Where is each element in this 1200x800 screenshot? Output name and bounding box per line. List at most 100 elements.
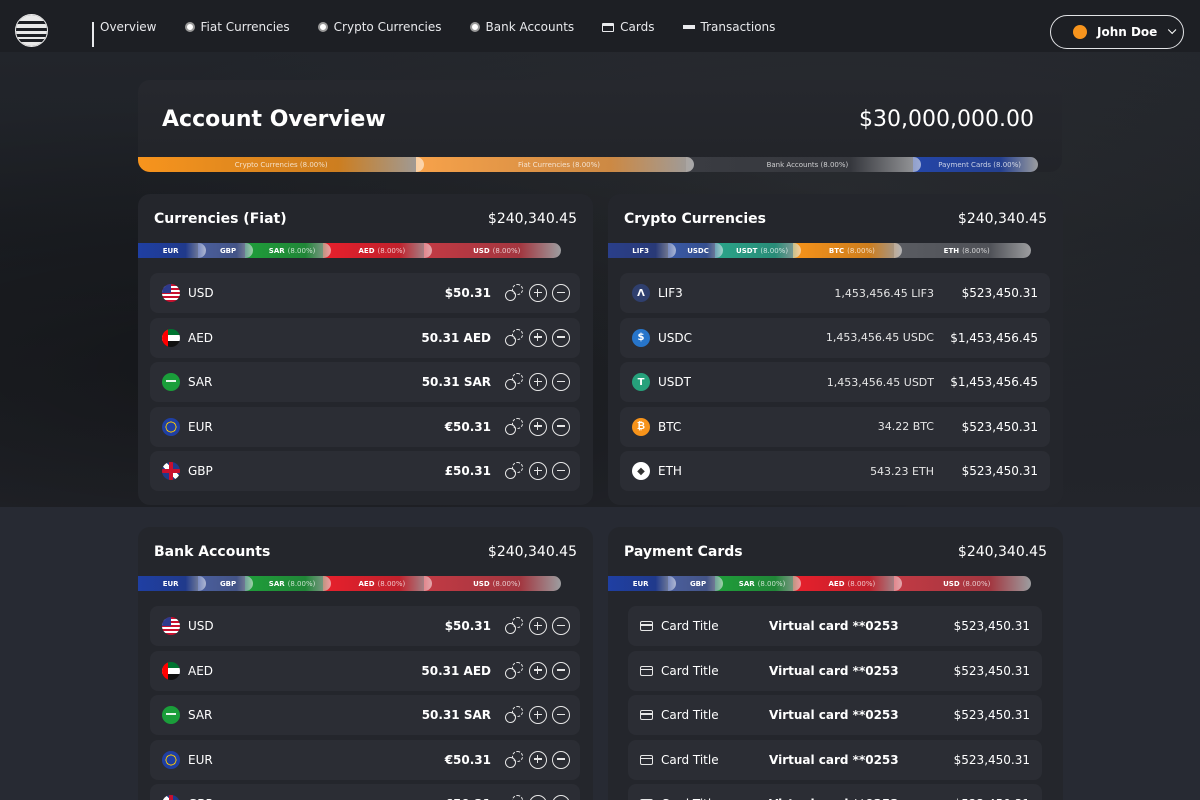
add-circle-icon[interactable] xyxy=(529,328,547,347)
exchange-icon[interactable] xyxy=(505,284,524,302)
add-circle-icon[interactable] xyxy=(529,462,547,480)
remove-circle-icon[interactable] xyxy=(552,795,570,800)
currency-row[interactable]: GBP £50.31 xyxy=(150,784,580,800)
currency-row[interactable]: USD $50.31 xyxy=(150,606,580,646)
currency-row[interactable]: USD $50.31 xyxy=(150,273,580,313)
segment-code: USDC xyxy=(687,246,709,255)
nav-fiat-currencies[interactable]: Fiat Currencies xyxy=(184,20,290,34)
nav-transactions[interactable]: Transactions xyxy=(682,20,775,34)
currency-row[interactable]: EUR €50.31 xyxy=(150,739,580,780)
row-actions xyxy=(505,284,570,302)
add-circle-icon[interactable] xyxy=(529,795,547,800)
currency-row[interactable]: SAR 50.31 SAR xyxy=(150,695,580,735)
list-icon xyxy=(682,24,695,30)
currency-code: SAR xyxy=(188,708,213,722)
row-actions xyxy=(505,328,570,347)
currency-row[interactable]: EUR €50.31 xyxy=(150,406,580,447)
currency-row[interactable]: AED 50.31 AED xyxy=(150,650,580,691)
gb-flag-icon xyxy=(162,795,180,800)
allocation-segment: USD (8.00%) xyxy=(424,576,561,591)
add-circle-icon[interactable] xyxy=(529,617,547,635)
exchange-icon[interactable] xyxy=(505,617,524,635)
crypto-row[interactable]: T USDT 1,453,456.45 USDT $1,453,456.45 xyxy=(620,362,1050,402)
card-title: Card Title xyxy=(661,619,719,633)
add-circle-icon[interactable] xyxy=(529,417,547,436)
segment-percent: (8.00%) xyxy=(287,579,316,588)
remove-circle-icon[interactable] xyxy=(552,661,570,680)
currency-code: AED xyxy=(188,663,214,678)
exchange-icon[interactable] xyxy=(505,462,524,480)
exchange-icon[interactable] xyxy=(505,661,524,680)
currency-amount: $50.31 xyxy=(444,619,491,633)
crypto-row[interactable]: ◆ ETH 543.23 ETH $523,450.31 xyxy=(620,451,1050,491)
allocation-segment: BTC (8.00%) xyxy=(793,243,903,258)
allocation-segment: EUR xyxy=(138,576,207,591)
remove-circle-icon[interactable] xyxy=(552,417,570,436)
remove-circle-icon[interactable] xyxy=(552,706,570,724)
logo[interactable] xyxy=(15,14,48,47)
crypto-row[interactable]: $ USDC 1,453,456.45 USDC $1,453,456.45 xyxy=(620,317,1050,358)
currency-amount: 50.31 SAR xyxy=(421,375,491,389)
add-circle-icon[interactable] xyxy=(529,284,547,302)
card-title: Card Title xyxy=(661,708,719,722)
crypto-value: $1,453,456.45 xyxy=(950,375,1038,389)
segment-code: EUR xyxy=(632,579,649,588)
bar-chart-icon xyxy=(92,21,94,47)
exchange-icon[interactable] xyxy=(505,795,524,800)
segment-code: SAR xyxy=(268,246,285,255)
panel-title: Bank Accounts xyxy=(154,544,271,560)
currency-code: GBP xyxy=(188,797,308,800)
remove-circle-icon[interactable] xyxy=(552,373,570,391)
segment-percent: (8.00%) xyxy=(287,246,316,255)
segment-percent: (8.00%) xyxy=(847,246,875,255)
allocation-segment: Payment Cards (8.00%) xyxy=(913,157,1038,172)
segment-label: Crypto Currencies (8.00%) xyxy=(234,160,328,169)
add-circle-icon[interactable] xyxy=(529,706,547,724)
nav-crypto-currencies[interactable]: Crypto Currencies xyxy=(317,20,442,34)
exchange-icon[interactable] xyxy=(505,328,524,347)
allocation-segment: USDC xyxy=(668,243,723,258)
crypto-row[interactable]: Λ LIF3 1,453,456.45 LIF3 $523,450.31 xyxy=(620,273,1050,313)
currency-code: AED xyxy=(188,330,214,345)
currency-row[interactable]: SAR 50.31 SAR xyxy=(150,362,580,402)
us-flag-icon xyxy=(162,284,180,302)
crypto-allocation-bar: LIF3 USDC USDT (8.00%) BTC (8.00%) ETH (8.00%) xyxy=(608,243,1063,258)
lif3-icon: Λ xyxy=(632,284,650,302)
nav-cards[interactable]: Cards xyxy=(602,20,655,34)
panel-total: $240,340.45 xyxy=(487,544,577,560)
card-number: Virtual card **0253 xyxy=(769,708,899,722)
exchange-icon[interactable] xyxy=(505,417,524,436)
nav-label: Fiat Currencies xyxy=(200,20,290,34)
exchange-icon[interactable] xyxy=(505,373,524,391)
currency-code: EUR xyxy=(188,752,213,767)
allocation-segment: AED (8.00%) xyxy=(323,576,433,591)
nav-bank-accounts[interactable]: Bank Accounts xyxy=(469,20,574,34)
exchange-icon[interactable] xyxy=(505,706,524,724)
remove-circle-icon[interactable] xyxy=(552,284,570,302)
user-menu-button[interactable]: John Doe xyxy=(1050,15,1184,49)
add-circle-icon[interactable] xyxy=(529,750,547,769)
remove-circle-icon[interactable] xyxy=(552,328,570,347)
nav-overview[interactable]: Overview xyxy=(92,20,157,47)
remove-circle-icon[interactable] xyxy=(552,617,570,635)
crypto-row[interactable]: ₿ BTC 34.22 BTC $523,450.31 xyxy=(620,406,1050,447)
allocation-segment: USD (8.00%) xyxy=(894,576,1031,591)
exchange-icon[interactable] xyxy=(505,750,524,769)
segment-code: USD xyxy=(473,246,490,255)
page-title: Account Overview xyxy=(162,107,386,132)
currency-row[interactable]: AED 50.31 AED xyxy=(150,317,580,358)
account-overview-panel: Account Overview $30,000,000.00 Crypto C… xyxy=(138,80,1062,172)
remove-circle-icon[interactable] xyxy=(552,750,570,769)
segment-code: AED xyxy=(358,246,375,255)
add-circle-icon[interactable] xyxy=(529,661,547,680)
remove-circle-icon[interactable] xyxy=(552,462,570,480)
credit-card-icon xyxy=(640,710,653,720)
allocation-segment: USDT (8.00%) xyxy=(714,243,802,258)
currency-row[interactable]: GBP £50.31 xyxy=(150,451,580,491)
add-circle-icon[interactable] xyxy=(529,373,547,391)
